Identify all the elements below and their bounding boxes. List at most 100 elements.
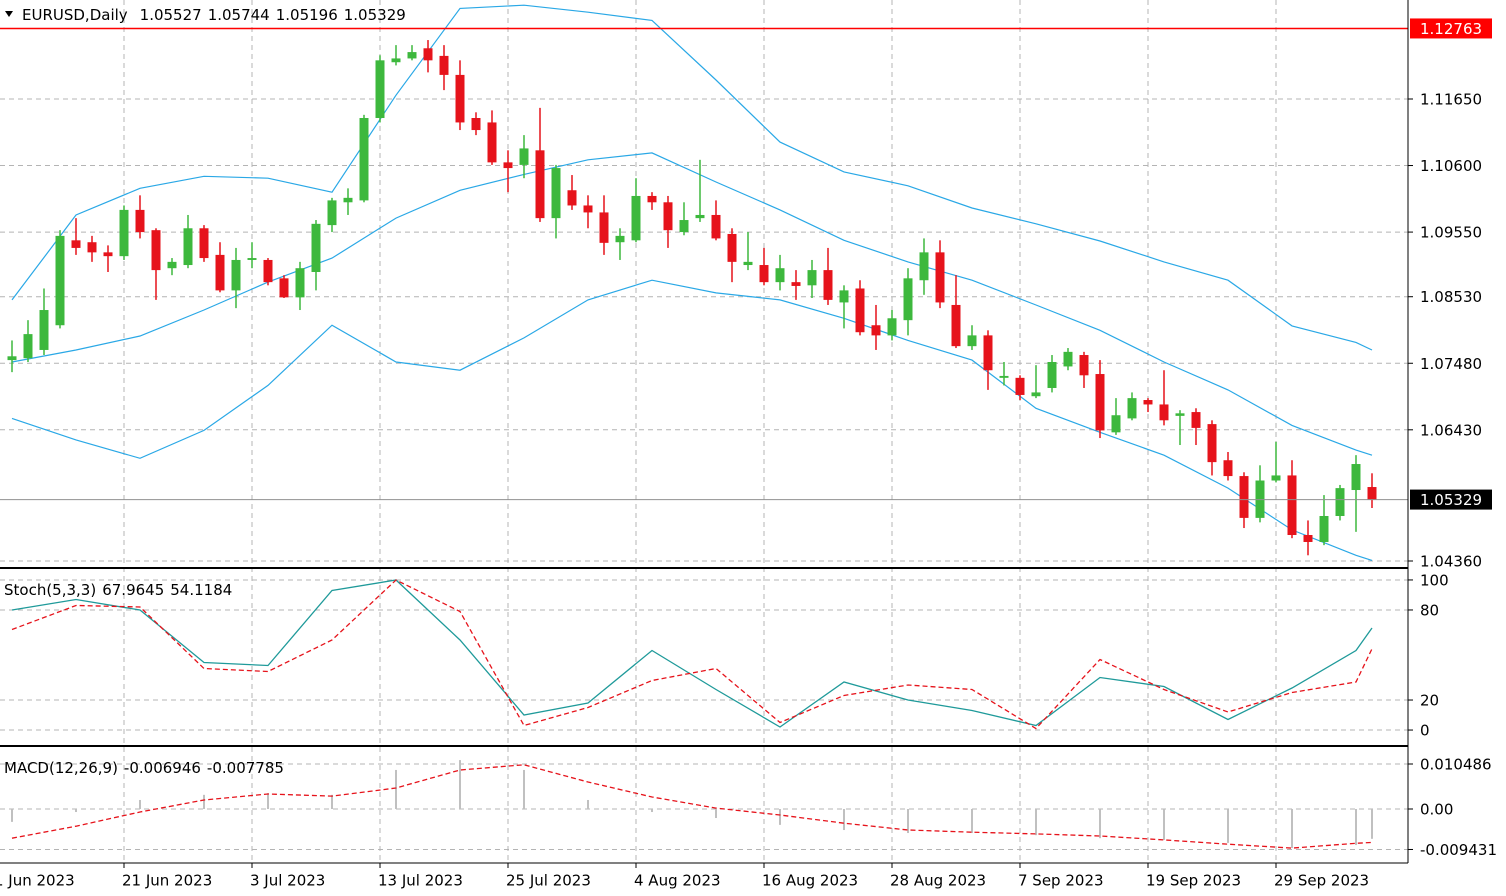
macd-title: MACD(12,26,9) bbox=[4, 759, 118, 777]
x-tick-label: 28 Aug 2023 bbox=[890, 872, 986, 890]
candle-body bbox=[167, 261, 177, 269]
candle-body bbox=[1015, 377, 1025, 395]
macd-bar bbox=[139, 799, 141, 810]
candle-body bbox=[615, 235, 625, 243]
candle-body bbox=[631, 195, 641, 241]
candle-body bbox=[791, 282, 801, 286]
x-tick-label: 3 Jul 2023 bbox=[250, 872, 325, 890]
candle-body bbox=[775, 268, 785, 283]
candle-body bbox=[391, 58, 401, 63]
candle-body bbox=[1223, 460, 1233, 477]
candle-body bbox=[151, 230, 161, 271]
candle-body bbox=[583, 205, 593, 213]
band-middle bbox=[11, 152, 1373, 456]
price-label: 1.05329 bbox=[1420, 491, 1482, 509]
candle-body bbox=[935, 252, 945, 303]
candle-body bbox=[471, 118, 481, 131]
x-tick-label: 13 Jul 2023 bbox=[378, 872, 463, 890]
candle-body bbox=[1319, 515, 1329, 542]
macd-bar bbox=[779, 809, 781, 825]
candle-body bbox=[1031, 392, 1041, 397]
candle-body bbox=[663, 202, 673, 231]
candle-body bbox=[439, 55, 449, 75]
candle-body bbox=[1191, 412, 1201, 428]
candle-body bbox=[951, 304, 961, 347]
macd-bar bbox=[843, 809, 845, 831]
candle-body bbox=[423, 48, 433, 61]
candle-body bbox=[1095, 374, 1105, 431]
x-tick-label: 19 Sep 2023 bbox=[1146, 872, 1241, 890]
candle-body bbox=[711, 214, 721, 239]
chart-header: EURUSD,Daily 1.05527 1.05744 1.05196 1.05329 bbox=[22, 6, 406, 24]
candle-body bbox=[503, 162, 513, 169]
level-label-box bbox=[1410, 18, 1492, 39]
macd-signal-line bbox=[11, 764, 1373, 849]
candle-body bbox=[119, 209, 129, 257]
candle-body bbox=[295, 268, 305, 298]
macd-signal-value: -0.007785 bbox=[207, 759, 284, 777]
macd-bar bbox=[1035, 809, 1037, 836]
candle-body bbox=[567, 190, 577, 206]
y-tick-label: 0.00 bbox=[1420, 801, 1453, 819]
stoch-header: Stoch(5,3,3) 67.9645 54.1184 bbox=[4, 581, 232, 599]
y-tick-label: 1.11650 bbox=[1420, 90, 1482, 108]
candle-body bbox=[647, 195, 657, 203]
y-tick-label: 1.08530 bbox=[1420, 288, 1482, 306]
candle-body bbox=[823, 270, 833, 300]
candle-body bbox=[247, 258, 257, 260]
close-value: 1.05329 bbox=[344, 6, 406, 24]
band-lower bbox=[11, 279, 1373, 561]
x-tick-label: 4 Aug 2023 bbox=[634, 872, 721, 890]
candle-body bbox=[455, 74, 465, 123]
macd-bar bbox=[907, 809, 909, 834]
candle-body bbox=[487, 122, 497, 163]
macd-bar bbox=[11, 809, 13, 822]
y-tick-label: 80 bbox=[1420, 601, 1439, 619]
candle-body bbox=[871, 325, 881, 336]
level-label: 1.12763 bbox=[1420, 20, 1482, 38]
macd-bar bbox=[1371, 809, 1373, 839]
macd-bar bbox=[1227, 809, 1229, 843]
candle-body bbox=[71, 240, 81, 248]
stoch-signal-value: 54.1184 bbox=[170, 581, 232, 599]
macd-bar bbox=[1291, 809, 1293, 849]
candle-body bbox=[919, 252, 929, 281]
candle-body bbox=[1127, 398, 1137, 419]
candle-body bbox=[311, 223, 321, 273]
candle-body bbox=[359, 118, 369, 201]
menu-arrow[interactable] bbox=[5, 11, 13, 17]
y-tick-label: 1.04360 bbox=[1420, 552, 1482, 570]
candle-body bbox=[999, 375, 1009, 378]
candle-body bbox=[1175, 413, 1185, 416]
x-tick-label: 25 Jul 2023 bbox=[506, 872, 591, 890]
candle-body bbox=[343, 197, 353, 203]
y-tick-label: 0 bbox=[1420, 722, 1430, 740]
candle-body bbox=[1063, 351, 1073, 367]
macd-bar bbox=[971, 809, 973, 834]
macd-bar bbox=[1099, 809, 1101, 839]
candle-body bbox=[1239, 476, 1249, 518]
candle-body bbox=[839, 290, 849, 303]
candle-body bbox=[695, 214, 705, 219]
y-tick-label: 1.10600 bbox=[1420, 157, 1482, 175]
candle-body bbox=[1047, 361, 1057, 388]
macd-bar bbox=[1163, 809, 1165, 840]
symbol-title: EURUSD,Daily bbox=[22, 6, 128, 24]
candle-body bbox=[1303, 535, 1313, 542]
candle-body bbox=[887, 318, 897, 336]
stoch-main-value: 67.9645 bbox=[102, 581, 164, 599]
candle-body bbox=[103, 252, 113, 257]
candle-body bbox=[807, 270, 817, 286]
candle-body bbox=[375, 60, 385, 119]
candle-body bbox=[1079, 355, 1089, 376]
candle-body bbox=[279, 278, 289, 298]
candle-body bbox=[135, 209, 145, 233]
candle-body bbox=[727, 233, 737, 262]
macd-bar bbox=[715, 809, 717, 819]
candle-body bbox=[1159, 404, 1169, 421]
macd-bar bbox=[75, 809, 77, 813]
candle-body bbox=[23, 334, 33, 359]
y-tick-label: 20 bbox=[1420, 692, 1439, 710]
candle-body bbox=[1271, 475, 1281, 481]
